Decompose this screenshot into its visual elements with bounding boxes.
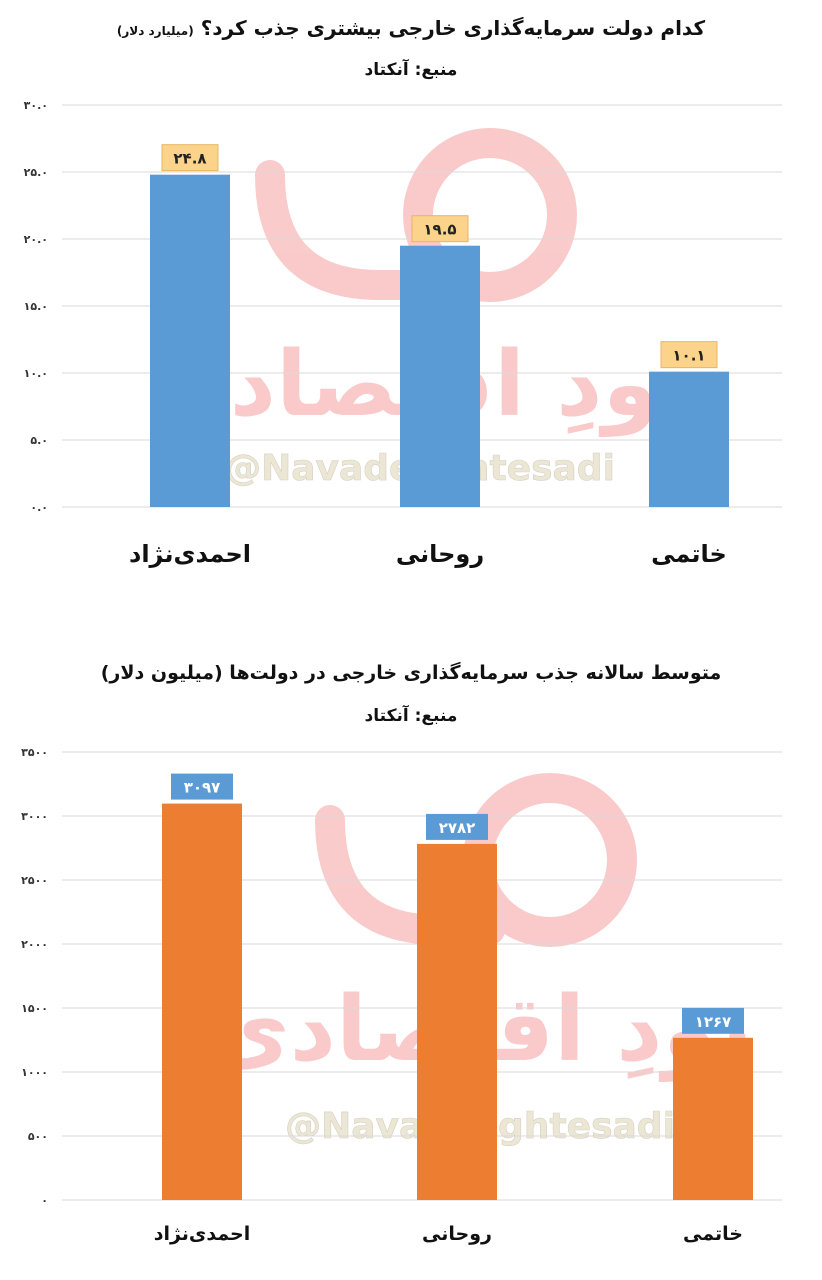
category-label: احمدی‌نژاد <box>129 540 251 568</box>
data-label-box <box>171 773 233 800</box>
chart-1-title: کدام دولت سرمایه‌گذاری خارجی بیشتری جذب … <box>116 16 706 40</box>
data-label: ۳۰۹۷ <box>184 779 221 797</box>
category-label: روحانی <box>422 1223 492 1245</box>
y-tick-label: ۳۰.۰ <box>24 99 48 112</box>
category-label: خاتمی <box>651 540 727 568</box>
category-label: احمدی‌نژاد <box>154 1223 251 1245</box>
y-tick-label: ۰.۰ <box>30 501 48 514</box>
bar <box>162 803 242 1200</box>
y-tick-label: ۱۵.۰ <box>24 300 48 313</box>
bar <box>150 174 230 507</box>
category-label: روحانی <box>396 540 484 568</box>
data-label-box <box>660 341 718 369</box>
data-label-box <box>161 144 219 172</box>
watermark-logo-ring <box>403 128 577 302</box>
chart-2-svg: نودِ اقتصادی@NavadeEghtesadi۰۵۰۰۱۰۰۰۱۵۰۰… <box>21 746 782 1245</box>
y-tick-label: ۲۰.۰ <box>24 233 48 246</box>
data-label: ۲۷۸۲ <box>439 819 476 837</box>
y-tick-label: ۳۵۰۰ <box>21 746 48 759</box>
y-tick-label: ۰ <box>41 1194 48 1207</box>
y-tick-label: ۲۰۰۰ <box>21 938 48 951</box>
chart-2-title: متوسط سالانه جذب سرمایه‌گذاری خارجی در د… <box>100 662 722 684</box>
chart-2-source: منبع: آنکتاد <box>364 706 458 726</box>
watermark-logo-ring <box>463 773 637 947</box>
chart-1-title-note: (میلیارد دلار) <box>116 24 194 38</box>
bar <box>649 371 729 507</box>
data-label-box <box>426 813 488 840</box>
data-label: ۲۴.۸ <box>173 150 206 168</box>
watermark-logo-arc <box>255 160 445 300</box>
bar <box>400 245 480 507</box>
data-label: ۱۹.۵ <box>423 221 456 239</box>
bar <box>673 1037 753 1200</box>
category-label: خاتمی <box>683 1223 743 1245</box>
data-label-box <box>682 1007 744 1034</box>
data-label: ۱۲۶۷ <box>695 1013 732 1031</box>
y-tick-label: ۲۵۰۰ <box>21 874 48 887</box>
y-tick-label: ۲۵.۰ <box>24 166 48 179</box>
y-tick-label: ۵.۰ <box>30 434 48 447</box>
bar <box>417 843 497 1200</box>
y-tick-label: ۱۰.۰ <box>24 367 48 380</box>
y-tick-label: ۱۰۰۰ <box>21 1066 48 1079</box>
y-tick-label: ۵۰۰ <box>28 1130 48 1143</box>
y-tick-label: ۳۰۰۰ <box>21 810 48 823</box>
data-label-box <box>411 215 469 243</box>
chart-panel-1: کدام دولت سرمایه‌گذاری خارجی بیشتری جذب … <box>0 0 822 610</box>
chart-1-source: منبع: آنکتاد <box>364 60 458 80</box>
chart-panel-2: متوسط سالانه جذب سرمایه‌گذاری خارجی در د… <box>0 640 822 1280</box>
data-label: ۱۰.۱ <box>672 347 705 365</box>
y-tick-label: ۱۵۰۰ <box>21 1002 48 1015</box>
chart-1-svg: نودِ اقتصادی@NavadeEghtesadi۰.۰۵.۰۱۰.۰۱۵… <box>24 99 782 568</box>
